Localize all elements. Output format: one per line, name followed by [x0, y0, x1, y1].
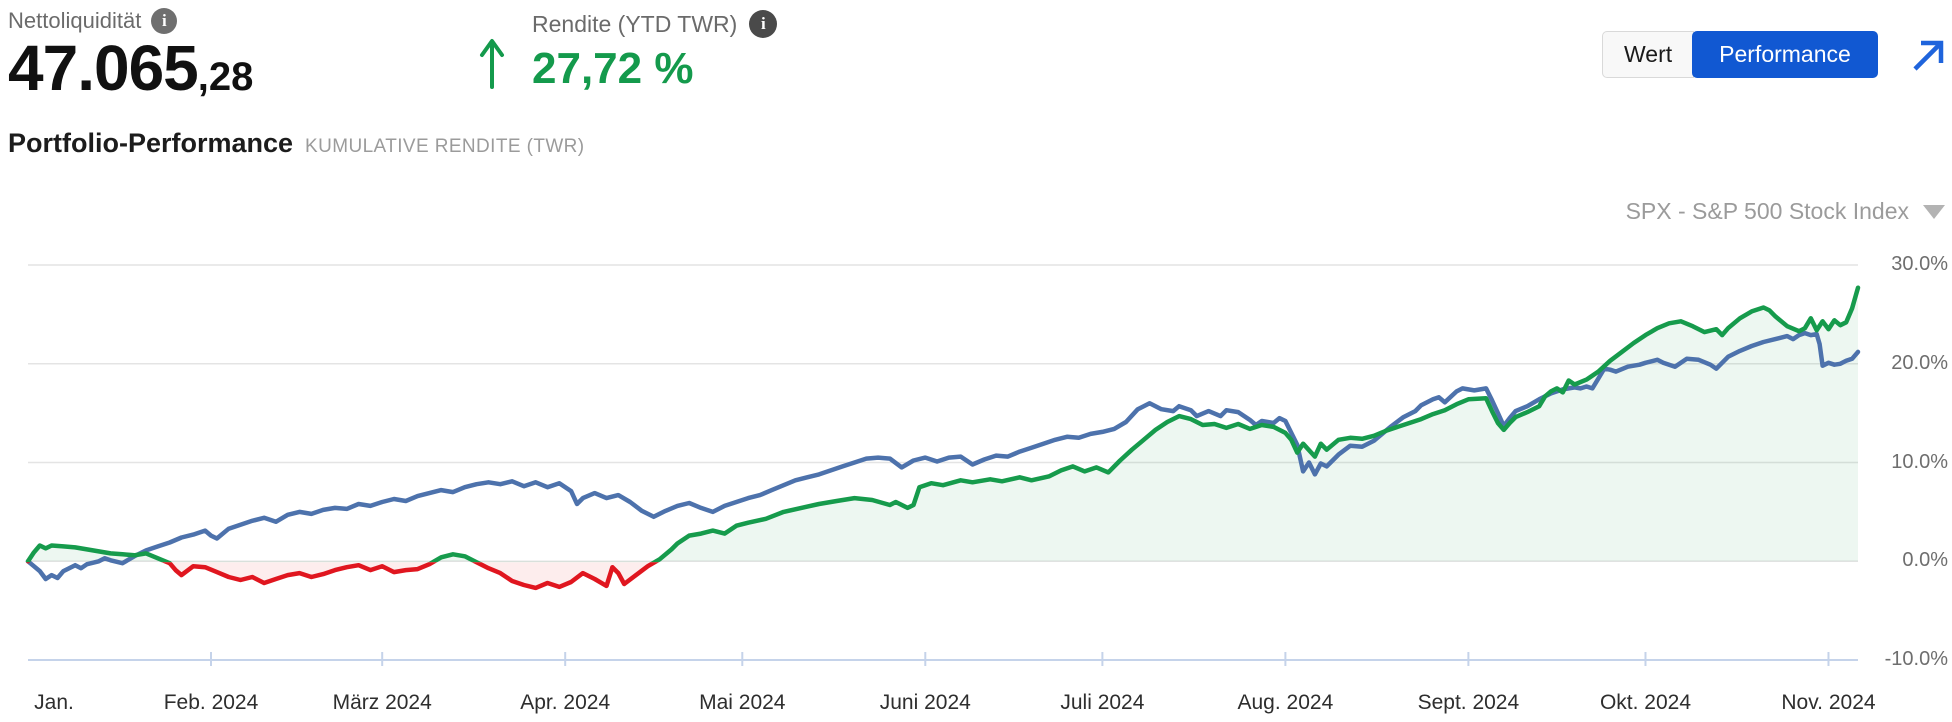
x-axis-tick-label: Sept. 2024 [1417, 691, 1520, 714]
net-liquidity-kpi: Nettoliquidität i 47.065 ,28 [8, 8, 253, 100]
y-axis-tick-label: 30.0% [1891, 253, 1948, 275]
value-performance-toggle: Wert Performance [1602, 31, 1878, 78]
section-title-row: Portfolio-Performance KUMULATIVE RENDITE… [8, 128, 585, 159]
return-kpi: Rendite (YTD TWR) i 27,72 % [478, 10, 778, 94]
info-icon[interactable]: i [151, 8, 178, 34]
x-axis-tick-label: Feb. 2024 [163, 691, 259, 714]
x-axis-tick-label: Apr. 2024 [520, 691, 611, 714]
return-label: Rendite (YTD TWR) [532, 10, 738, 37]
x-axis-tick-label: März 2024 [332, 691, 432, 714]
x-axis-tick-label: Mai 2024 [699, 691, 786, 714]
net-liquidity-label: Nettoliquidität [8, 8, 142, 33]
x-axis-tick-label: Aug. 2024 [1237, 691, 1334, 714]
y-axis-tick-label: 10.0% [1891, 450, 1948, 473]
y-axis-tick-label: 0.0% [1902, 549, 1948, 572]
x-axis-tick-label: Nov. 2024 [1781, 691, 1876, 714]
net-liquidity-value: 47.065 ,28 [8, 36, 253, 100]
toggle-wert-button[interactable]: Wert [1602, 31, 1695, 78]
info-icon[interactable]: i [749, 10, 778, 38]
net-liquidity-value-main: 47.065 [8, 32, 199, 104]
x-axis-tick-label: Juli 2024 [1060, 691, 1145, 714]
return-value: 27,72 % [532, 44, 694, 93]
x-axis-tick-label: Jan. [34, 691, 74, 714]
y-axis-tick-label: 20.0% [1891, 351, 1948, 374]
x-axis-tick-label: Okt. 2024 [1599, 691, 1691, 714]
y-axis-tick-label: -10.0% [1884, 648, 1948, 670]
toggle-performance-button[interactable]: Performance [1692, 31, 1878, 78]
export-icon[interactable] [1908, 36, 1948, 76]
benchmark-selector[interactable]: SPX - S&P 500 Stock Index [1626, 198, 1945, 225]
chevron-down-icon [1923, 204, 1945, 219]
page-subtitle: KUMULATIVE RENDITE (TWR) [305, 136, 585, 157]
page-title: Portfolio-Performance [8, 128, 294, 158]
x-axis-tick-label: Juni 2024 [879, 691, 971, 714]
net-liquidity-value-decimal: ,28 [197, 55, 254, 99]
up-arrow-icon [480, 39, 504, 89]
benchmark-selector-label: SPX - S&P 500 Stock Index [1625, 198, 1909, 224]
